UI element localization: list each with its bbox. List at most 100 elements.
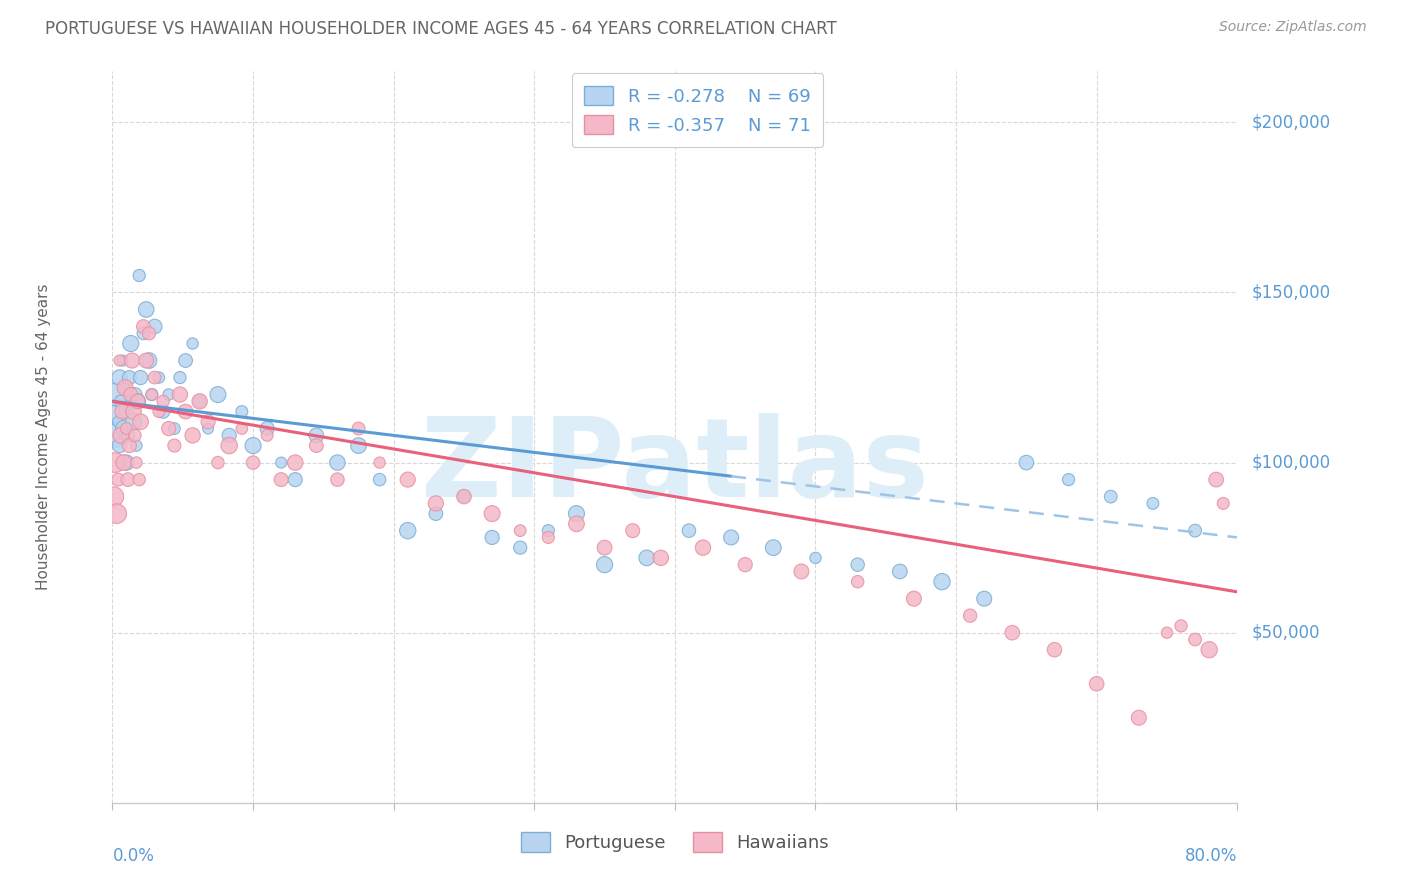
Point xyxy=(256,421,278,435)
Text: ZIPatlas: ZIPatlas xyxy=(420,413,929,520)
Point xyxy=(242,456,264,470)
Point xyxy=(270,473,292,487)
Text: 80.0%: 80.0% xyxy=(1185,847,1237,864)
Point xyxy=(425,496,447,510)
Point xyxy=(127,394,149,409)
Point xyxy=(135,353,157,368)
Point xyxy=(117,428,139,442)
Point xyxy=(129,415,152,429)
Point xyxy=(138,353,160,368)
Point xyxy=(207,387,229,401)
Point xyxy=(129,370,152,384)
Point xyxy=(425,507,447,521)
Point xyxy=(124,428,146,442)
Point xyxy=(1085,677,1108,691)
Point xyxy=(218,428,240,442)
Point xyxy=(188,394,211,409)
Point xyxy=(973,591,995,606)
Point xyxy=(889,565,911,579)
Point xyxy=(110,394,132,409)
Point xyxy=(1128,711,1150,725)
Point xyxy=(270,456,292,470)
Point xyxy=(1198,642,1220,657)
Point xyxy=(157,421,180,435)
Point xyxy=(537,524,560,538)
Point xyxy=(1015,456,1038,470)
Text: PORTUGUESE VS HAWAIIAN HOUSEHOLDER INCOME AGES 45 - 64 YEARS CORRELATION CHART: PORTUGUESE VS HAWAIIAN HOUSEHOLDER INCOM… xyxy=(45,20,837,37)
Point xyxy=(108,353,131,368)
Point xyxy=(114,381,136,395)
Point xyxy=(107,415,129,429)
Point xyxy=(141,387,163,401)
Point xyxy=(197,415,219,429)
Point xyxy=(115,404,138,418)
Point xyxy=(114,381,136,395)
Point xyxy=(593,541,616,555)
Text: $50,000: $50,000 xyxy=(1251,624,1320,641)
Point xyxy=(509,524,531,538)
Point xyxy=(256,428,278,442)
Point xyxy=(181,428,204,442)
Point xyxy=(127,394,149,409)
Legend: Portuguese, Hawaiians: Portuguese, Hawaiians xyxy=(513,825,837,860)
Point xyxy=(368,456,391,470)
Point xyxy=(174,353,197,368)
Point xyxy=(105,387,128,401)
Point xyxy=(804,550,827,565)
Point xyxy=(128,473,150,487)
Point xyxy=(117,473,139,487)
Text: $150,000: $150,000 xyxy=(1251,284,1330,301)
Point xyxy=(107,473,129,487)
Point xyxy=(284,473,307,487)
Point xyxy=(118,439,141,453)
Point xyxy=(128,268,150,283)
Point xyxy=(1184,524,1206,538)
Point xyxy=(143,370,166,384)
Point xyxy=(108,439,131,453)
Point xyxy=(481,531,503,545)
Point xyxy=(326,473,349,487)
Point xyxy=(593,558,616,572)
Point xyxy=(103,490,125,504)
Point xyxy=(692,541,714,555)
Point xyxy=(174,404,197,418)
Point xyxy=(115,456,138,470)
Point xyxy=(565,516,588,531)
Point xyxy=(115,421,138,435)
Point xyxy=(148,370,170,384)
Point xyxy=(169,370,191,384)
Point xyxy=(207,456,229,470)
Point xyxy=(148,404,170,418)
Point xyxy=(305,428,328,442)
Point xyxy=(135,302,157,317)
Point xyxy=(120,336,142,351)
Point xyxy=(846,574,869,589)
Point xyxy=(1142,496,1164,510)
Point xyxy=(120,387,142,401)
Point xyxy=(122,404,145,418)
Point xyxy=(305,439,328,453)
Point xyxy=(110,428,132,442)
Point xyxy=(132,326,155,341)
Text: 0.0%: 0.0% xyxy=(112,847,155,864)
Point xyxy=(111,404,134,418)
Point xyxy=(931,574,953,589)
Point xyxy=(1099,490,1122,504)
Point xyxy=(169,387,191,401)
Point xyxy=(720,531,742,545)
Point xyxy=(1212,496,1234,510)
Point xyxy=(231,421,253,435)
Point xyxy=(122,415,145,429)
Point xyxy=(453,490,475,504)
Point xyxy=(959,608,981,623)
Point xyxy=(284,456,307,470)
Point xyxy=(118,370,141,384)
Point xyxy=(326,456,349,470)
Point xyxy=(157,387,180,401)
Point xyxy=(104,456,127,470)
Point xyxy=(453,490,475,504)
Point xyxy=(734,558,756,572)
Point xyxy=(396,524,419,538)
Text: Householder Income Ages 45 - 64 years: Householder Income Ages 45 - 64 years xyxy=(35,284,51,591)
Point xyxy=(121,353,143,368)
